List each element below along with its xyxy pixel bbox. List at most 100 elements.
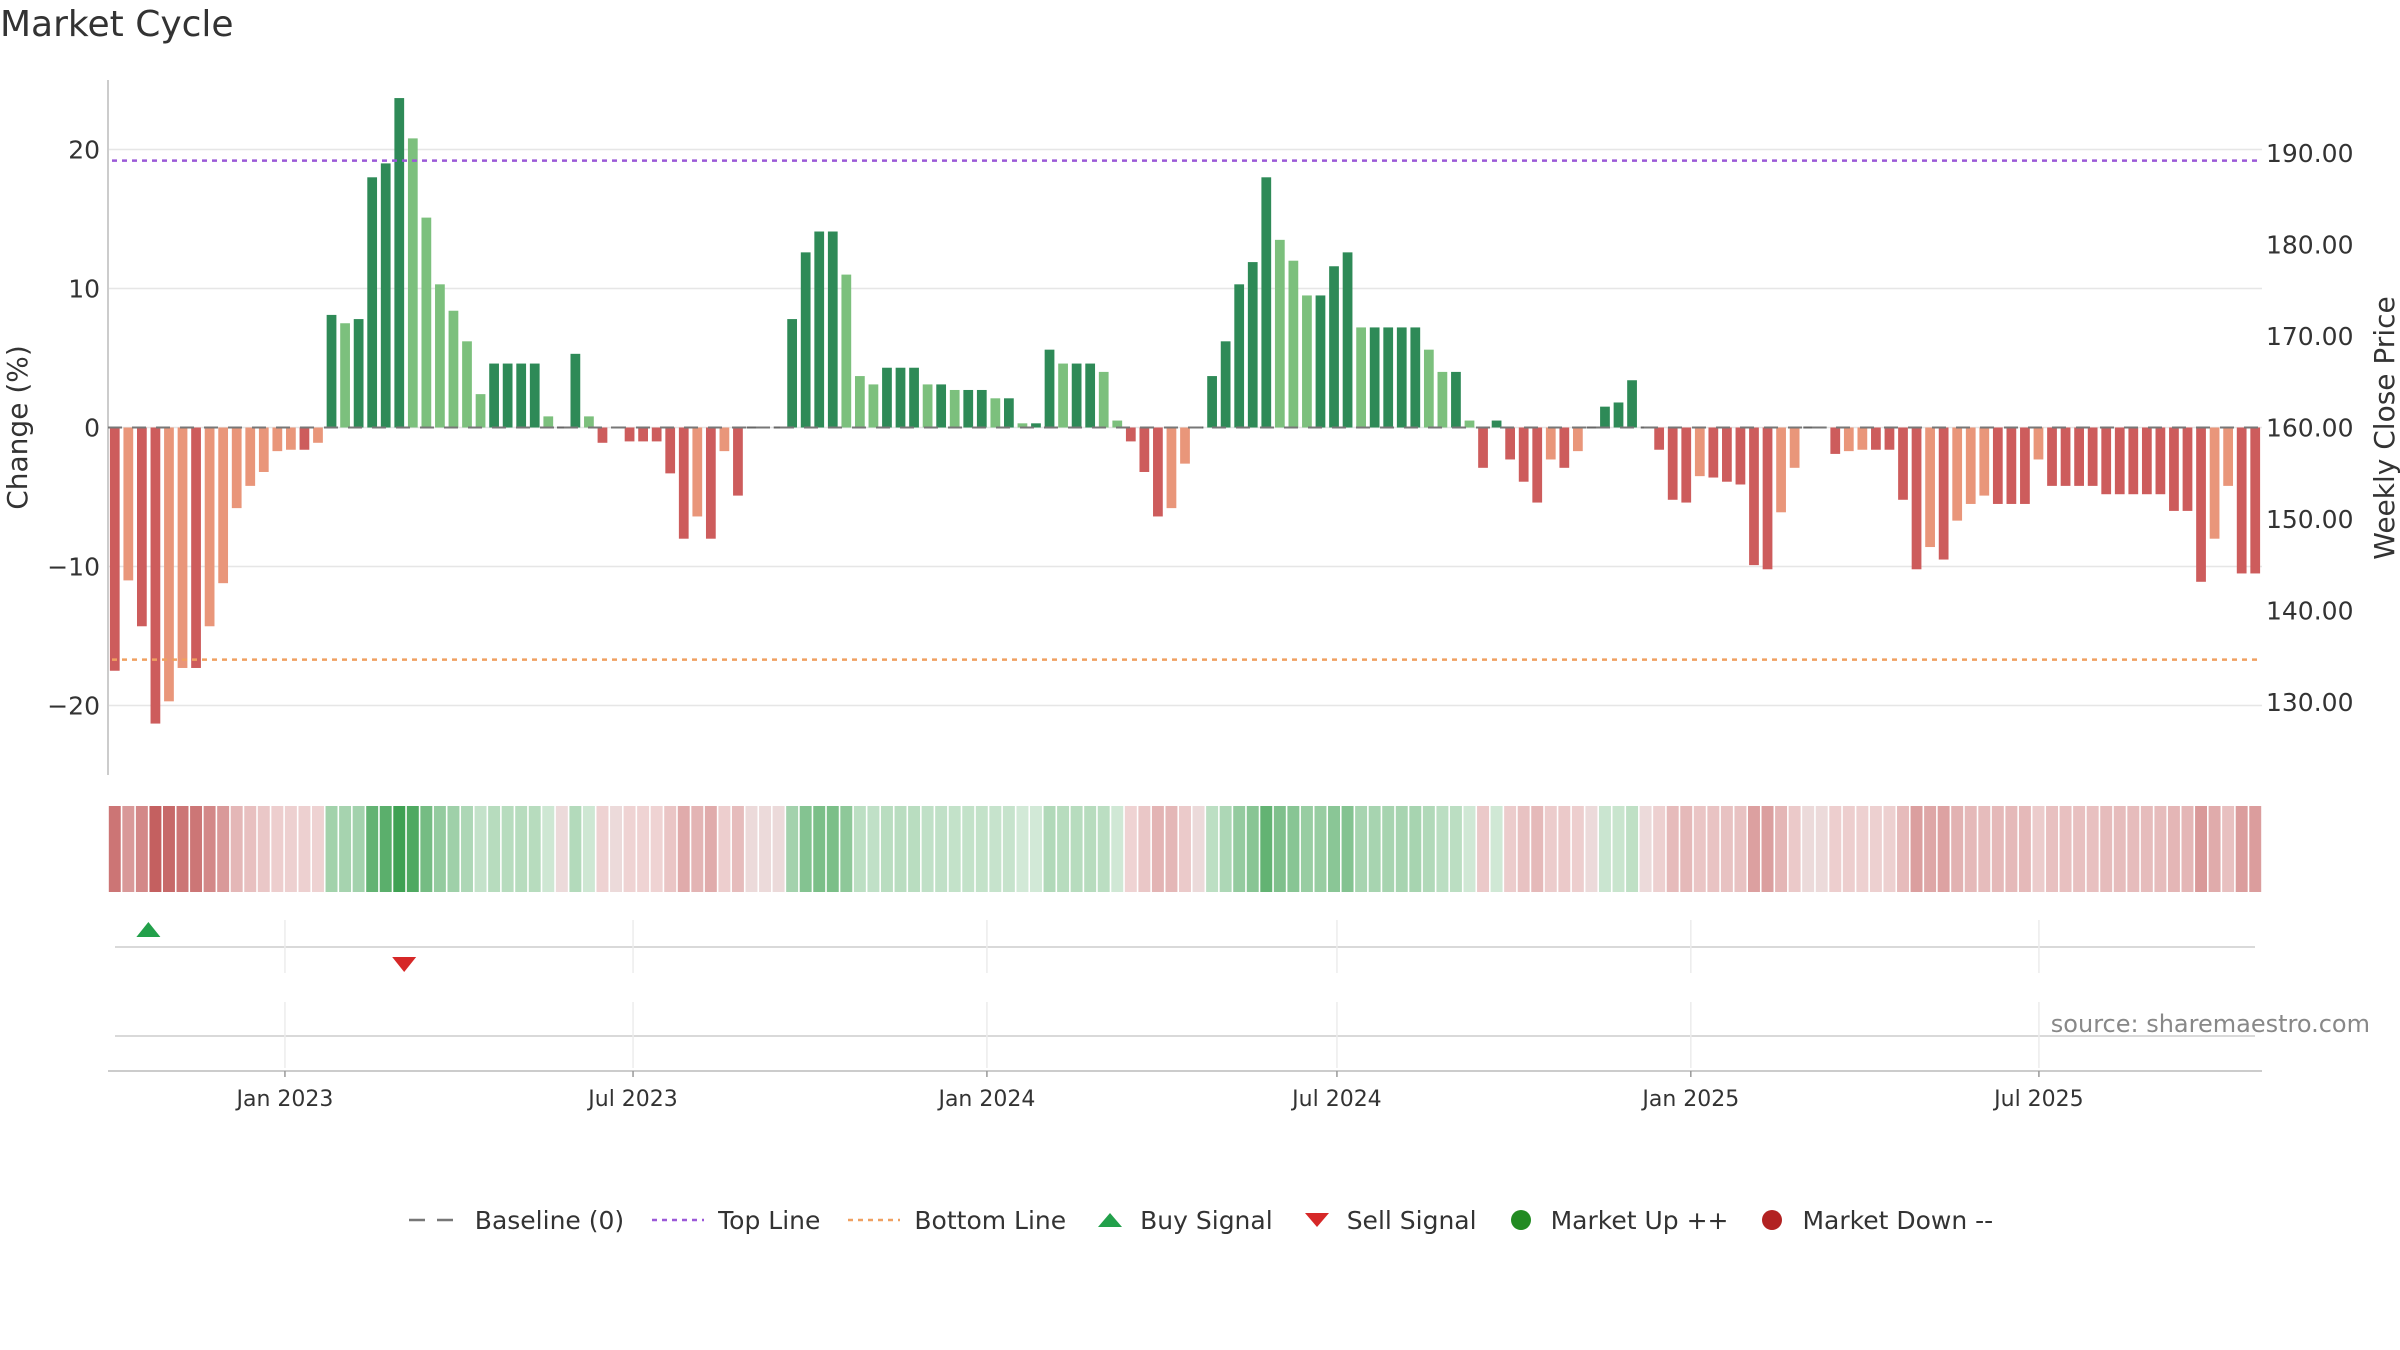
bar (719, 427, 730, 452)
legend-symbol-circle (1510, 1210, 1531, 1230)
y-tick-label-right: 150.00 (2266, 505, 2353, 534)
heat-cell (1924, 806, 1937, 892)
y-axis-title-right: Weekly Close Price (2368, 296, 2400, 559)
heat-cell (1626, 806, 1639, 892)
heat-cell (1382, 806, 1395, 892)
bar (2196, 427, 2206, 582)
bar (1694, 427, 1705, 477)
bar (1180, 427, 1190, 464)
bar (326, 314, 337, 428)
heat-cell (610, 806, 622, 892)
bar (1613, 402, 1624, 428)
bar (1451, 371, 1461, 428)
bar (1356, 327, 1366, 428)
heat-cell (1219, 806, 1232, 892)
legend-symbol-dash (408, 1218, 461, 1222)
heat-cell (1138, 806, 1151, 892)
bar (597, 427, 608, 443)
bar (949, 389, 960, 428)
heat-cell (1883, 806, 1896, 892)
heat-cell (2127, 806, 2140, 892)
legend-item-buy: Buy Signal (1092, 1206, 1273, 1235)
x-tick-label: Jan 2024 (936, 1087, 1035, 1112)
bar (1911, 427, 1922, 570)
heat-cell (1314, 806, 1327, 892)
heat-cell (1517, 806, 1530, 892)
bar (2250, 427, 2261, 574)
heat-cell (1504, 806, 1517, 892)
heat-cell (284, 806, 297, 892)
bar (1031, 423, 1041, 428)
heat-cell (840, 806, 853, 892)
heat-cell (867, 806, 880, 892)
y-tick-label-right: 130.00 (2266, 688, 2353, 717)
bar (882, 367, 892, 428)
heat-cell (1490, 806, 1503, 892)
bar (1722, 427, 1732, 482)
heat-cell (2195, 806, 2208, 892)
heat-cell (2208, 806, 2221, 892)
bar (2020, 427, 2030, 504)
heat-cell (501, 806, 514, 892)
heat-cell (257, 806, 270, 892)
legend-symbol-dot-line (652, 1218, 705, 1222)
x-tick-label: Jul 2025 (1992, 1087, 2084, 1112)
heat-cell (339, 806, 352, 892)
bar (1058, 363, 1068, 428)
heat-cell (1030, 806, 1042, 892)
page-title: Market Cycle (0, 4, 234, 45)
bar (407, 138, 418, 428)
heat-cell (1612, 806, 1625, 892)
bar (1098, 371, 1109, 428)
bar (1884, 427, 1895, 450)
heat-cell (1720, 806, 1733, 892)
heat-cell (813, 806, 826, 892)
bar (1071, 363, 1082, 428)
bar (868, 384, 879, 428)
heat-cell (2005, 806, 2018, 892)
y-tick-label-right: 160.00 (2266, 414, 2353, 443)
heat-cell (664, 806, 677, 892)
heat-cell (880, 806, 893, 892)
heat-cell (2100, 806, 2113, 892)
heat-cell (488, 806, 501, 892)
heat-cell (1449, 806, 1462, 892)
bar (814, 231, 825, 428)
bar (1532, 427, 1543, 503)
bar (570, 353, 581, 428)
heat-cell (2222, 806, 2235, 892)
bar (1938, 427, 1949, 560)
bar (1315, 295, 1326, 428)
bar (1749, 427, 1759, 566)
legend-item-mdown: Market Down -- (1754, 1206, 1993, 1235)
bar (909, 367, 919, 428)
y-tick-label-right: 190.00 (2266, 139, 2353, 168)
heat-cell (826, 806, 839, 892)
x-tick-label: Jan 2025 (1640, 1087, 1739, 1112)
bar (2074, 427, 2084, 486)
bar (123, 427, 134, 581)
bar (109, 427, 120, 671)
heat-cell (1531, 806, 1544, 892)
heat-cell (149, 806, 162, 892)
heat-cell (433, 806, 446, 892)
heat-cell (1477, 806, 1490, 892)
bar (516, 363, 527, 428)
heat-cell (731, 806, 744, 892)
bar (922, 384, 933, 428)
heat-cell (1341, 806, 1354, 892)
bar (421, 217, 432, 428)
heat-cell (1598, 806, 1611, 892)
bar (1952, 427, 1963, 521)
bar (665, 427, 676, 474)
heat-cell (989, 806, 1002, 892)
bar (231, 427, 242, 509)
heat-cell (1111, 806, 1124, 892)
bar (1166, 427, 1177, 509)
legend-symbol-triangle-down (1304, 1213, 1329, 1227)
heat-cell (420, 806, 433, 892)
y-axis-title-left: Change (%) (1, 345, 34, 510)
bar (2169, 427, 2179, 511)
bar (1153, 427, 1163, 517)
bar (854, 376, 865, 428)
